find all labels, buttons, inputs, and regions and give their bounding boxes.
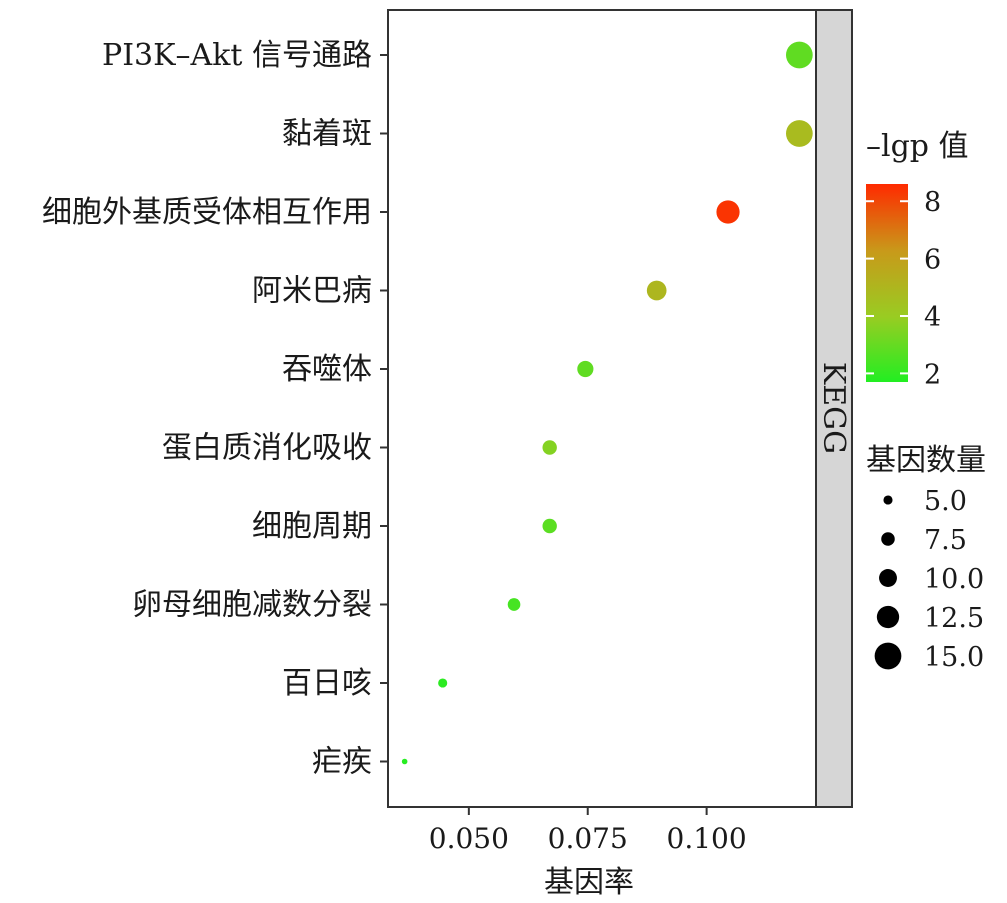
- size-legend-title: 基因数量: [866, 443, 986, 478]
- size-legend-label: 15.0: [924, 642, 984, 673]
- x-tick-label: 0.050: [429, 822, 509, 855]
- y-tick-label: 阿米巴病: [252, 274, 372, 309]
- y-tick-label: 蛋白质消化吸收: [162, 431, 372, 466]
- size-legend-key: [876, 605, 900, 629]
- data-point: [716, 200, 740, 224]
- data-point: [785, 120, 813, 147]
- color-tick-label: 4: [924, 302, 941, 333]
- size-legend-label: 12.5: [924, 603, 984, 634]
- y-tick-label: PI3K–Akt 信号通路: [102, 38, 372, 73]
- x-axis-title: 基因率: [544, 865, 634, 900]
- y-tick-label: 细胞外基质受体相互作用: [42, 195, 372, 230]
- y-tick-label: 吞噬体: [282, 352, 372, 387]
- size-legend-key: [881, 532, 895, 546]
- data-point: [507, 598, 521, 611]
- data-point: [438, 678, 448, 688]
- size-legend-label: 10.0: [924, 564, 984, 595]
- x-tick-label: 0.100: [667, 822, 747, 855]
- data-point: [542, 440, 557, 455]
- size-legend-key: [874, 642, 902, 670]
- size-legend-key: [879, 569, 897, 587]
- data-point: [646, 280, 667, 301]
- data-point: [542, 518, 557, 534]
- y-tick-label: 百日咳: [282, 666, 372, 701]
- y-tick-label: 疟疾: [312, 745, 372, 780]
- data-point: [401, 758, 408, 765]
- size-legend-label: 5.0: [924, 486, 967, 517]
- plot-panel: [387, 9, 817, 808]
- color-tick-label: 2: [924, 359, 941, 390]
- color-tick-label: 6: [924, 245, 941, 276]
- size-legend-key: [883, 495, 893, 505]
- y-tick-label: 细胞周期: [252, 509, 372, 544]
- data-point: [785, 41, 813, 69]
- color-tick-label: 8: [924, 187, 941, 218]
- color-legend-bar: [866, 184, 908, 382]
- y-tick-label: 黏着斑: [282, 117, 372, 152]
- facet-strip-label: KEGG: [816, 362, 851, 454]
- facet-strip: [815, 9, 853, 808]
- size-legend-label: 7.5: [924, 525, 967, 556]
- x-tick-label: 0.075: [548, 822, 628, 855]
- y-tick-label: 卵母细胞减数分裂: [132, 588, 372, 623]
- data-point: [577, 360, 594, 378]
- color-legend-title: –lgp 值: [866, 129, 969, 164]
